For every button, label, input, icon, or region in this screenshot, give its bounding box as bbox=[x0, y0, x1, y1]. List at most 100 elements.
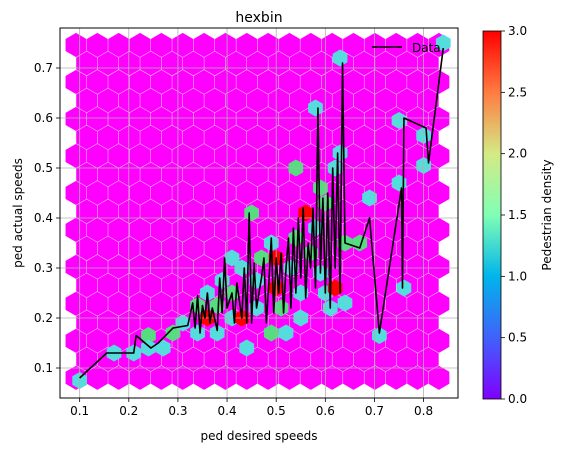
hex-bin-empty bbox=[225, 199, 247, 224]
hex-bin-empty bbox=[353, 310, 375, 335]
hex-bin-empty bbox=[97, 273, 119, 298]
x-tick-label: 0.2 bbox=[119, 404, 138, 418]
hex-bin-empty bbox=[343, 254, 364, 279]
hex-bin bbox=[308, 99, 323, 117]
colorbar-label: Pedestrian density bbox=[540, 159, 554, 270]
hex-bin-empty bbox=[332, 347, 354, 372]
hex-bin-empty bbox=[343, 180, 364, 205]
hex-bin bbox=[327, 279, 343, 297]
hex-bin-empty bbox=[311, 347, 332, 372]
hex-bin-empty bbox=[407, 69, 429, 95]
hex-bin-empty bbox=[407, 106, 429, 132]
hex-bin-empty bbox=[108, 217, 130, 242]
hex-bin-empty bbox=[300, 365, 322, 390]
hex-bin-empty bbox=[407, 32, 429, 58]
hex-bin-empty bbox=[129, 217, 151, 242]
hex-bin-empty bbox=[172, 180, 194, 205]
hex-bin-empty bbox=[182, 236, 204, 261]
colorbar-tick-label: 1.0 bbox=[508, 269, 527, 283]
hex-bin-empty bbox=[407, 217, 429, 242]
hex-bin-empty bbox=[204, 236, 226, 261]
hex-bin-empty bbox=[300, 143, 322, 168]
hex-bin-empty bbox=[118, 125, 140, 150]
hex-bin-empty bbox=[118, 310, 140, 335]
hex-bin-empty bbox=[343, 106, 364, 132]
hex-bin-empty bbox=[236, 217, 258, 242]
hex-bin-empty bbox=[257, 180, 279, 205]
hex-bin-empty bbox=[140, 199, 162, 224]
hex-bin-empty bbox=[108, 106, 130, 132]
hex-bin-empty bbox=[385, 365, 407, 390]
hex-bin-empty bbox=[161, 51, 183, 76]
hex-bin-empty bbox=[65, 291, 87, 316]
chart-title: hexbin bbox=[235, 10, 282, 26]
hex-bin-empty bbox=[108, 143, 130, 168]
hex-bin-empty bbox=[353, 51, 375, 76]
hex-bin-empty bbox=[140, 88, 162, 113]
hex-bin-empty bbox=[76, 347, 98, 372]
hex-bin-empty bbox=[182, 347, 204, 372]
hex-bin-empty bbox=[417, 199, 439, 224]
hex-bin-empty bbox=[353, 347, 375, 372]
hex-bin-empty bbox=[65, 32, 87, 58]
hex-bin-empty bbox=[129, 180, 151, 205]
hex-bin-empty bbox=[108, 365, 130, 390]
hex-bin-empty bbox=[140, 51, 162, 76]
hex-bin-empty bbox=[204, 347, 226, 372]
hex-bin-empty bbox=[193, 254, 215, 279]
hex-bin-empty bbox=[65, 106, 87, 132]
hex-bin-empty bbox=[268, 347, 290, 372]
colorbar-tick-label: 3.0 bbox=[508, 24, 527, 38]
colorbar-ticks: 0.0 0.5 1.0 1.5 2.0 2.5 3.0 bbox=[501, 24, 527, 406]
hex-bin-empty bbox=[214, 365, 236, 390]
hex-bin-empty bbox=[140, 310, 162, 335]
hex-bin-empty bbox=[214, 106, 236, 132]
hex-bin-empty bbox=[214, 32, 236, 58]
hex-bin-empty bbox=[321, 328, 343, 353]
hex-bin-empty bbox=[225, 125, 247, 150]
hex-bin-empty bbox=[332, 199, 354, 224]
hex-bin-empty bbox=[129, 106, 151, 132]
hex-bin-empty bbox=[172, 291, 194, 316]
hex-bin-empty bbox=[161, 199, 183, 224]
hex-bin-empty bbox=[129, 291, 151, 316]
hex-bin-empty bbox=[353, 125, 375, 150]
x-tick-label: 0.4 bbox=[218, 404, 237, 418]
hex-bin-empty bbox=[375, 125, 396, 150]
y-tick-label: 0.6 bbox=[34, 111, 53, 125]
series-line-data bbox=[79, 47, 445, 379]
hex-bin-empty bbox=[86, 328, 108, 353]
hex-bin-empty bbox=[396, 88, 418, 113]
hex-bin-empty bbox=[86, 69, 108, 95]
x-tick-label: 0.5 bbox=[267, 404, 286, 418]
hex-bin-empty bbox=[353, 88, 375, 113]
hex-bin-empty bbox=[279, 106, 300, 132]
hex-bin-empty bbox=[172, 69, 194, 95]
hex-bin bbox=[244, 204, 259, 222]
hex-bin-empty bbox=[182, 273, 204, 298]
hex-bin-empty bbox=[118, 88, 140, 113]
colorbar-gradient bbox=[482, 30, 502, 400]
hex-bin-empty bbox=[428, 328, 450, 353]
hex-bin-empty bbox=[65, 180, 87, 205]
hex-bin-empty bbox=[300, 328, 322, 353]
hex-bin-empty bbox=[385, 328, 407, 353]
hex-bin-empty bbox=[247, 125, 268, 150]
hex-bin-empty bbox=[214, 143, 236, 168]
hex-bin-empty bbox=[150, 254, 172, 279]
hex-bin-empty bbox=[65, 254, 87, 279]
hex-bin-empty bbox=[417, 51, 439, 76]
hex-bin bbox=[298, 204, 314, 222]
x-tick-label: 0.8 bbox=[414, 404, 433, 418]
y-tick-label: 0.7 bbox=[34, 61, 53, 75]
hex-bin-empty bbox=[161, 125, 183, 150]
hex-bin-empty bbox=[204, 199, 226, 224]
hex-bin-empty bbox=[65, 69, 87, 95]
hex-bin-empty bbox=[385, 291, 407, 316]
hex-bin-empty bbox=[118, 273, 140, 298]
hex-bin-empty bbox=[300, 69, 322, 95]
hex-bin-empty bbox=[375, 88, 396, 113]
hex-bin bbox=[190, 324, 205, 342]
hex-bin-empty bbox=[172, 254, 194, 279]
hex-bin-empty bbox=[108, 254, 130, 279]
